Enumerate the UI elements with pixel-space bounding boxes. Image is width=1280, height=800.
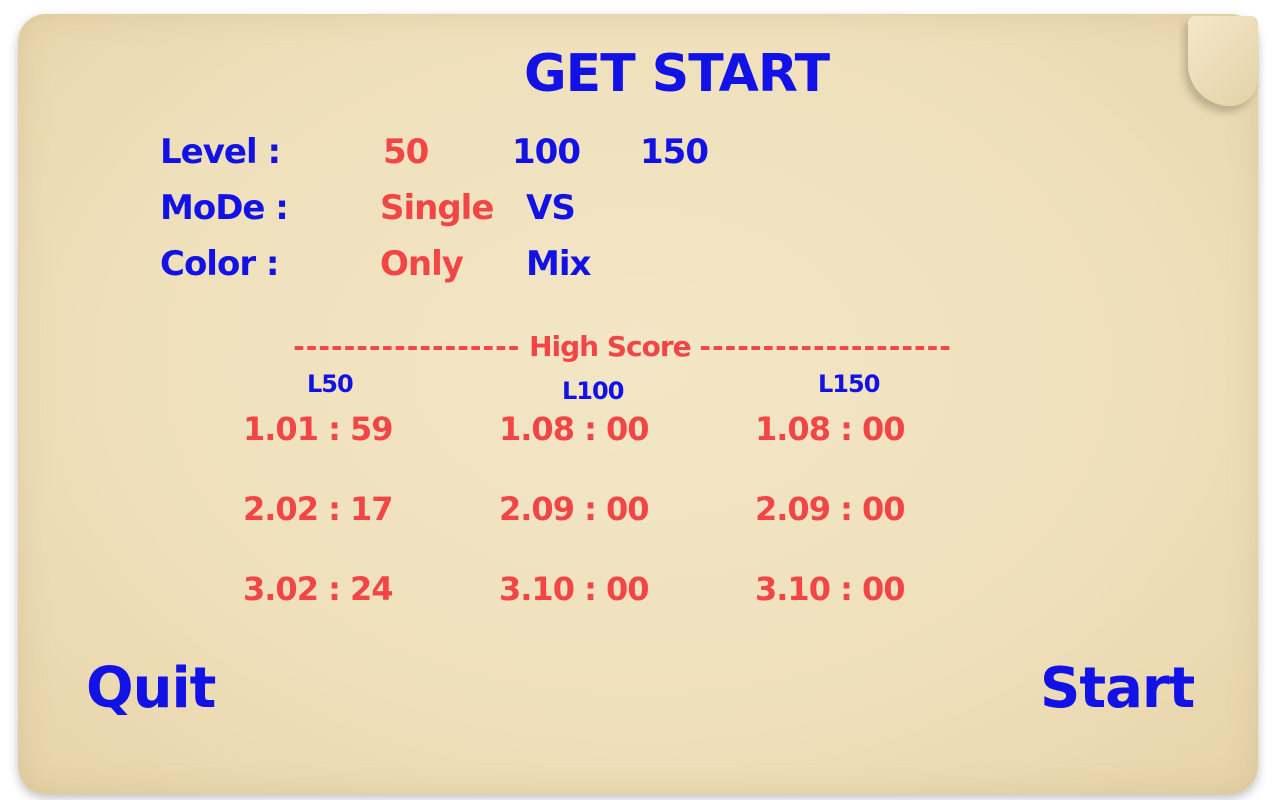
column-header-l100: L100: [562, 377, 624, 405]
score-l150-1: 1.08 : 00: [755, 410, 906, 448]
start-button[interactable]: Start: [1040, 656, 1195, 721]
high-score-label: High Score: [529, 330, 692, 363]
page-curl: [1188, 16, 1258, 106]
score-l50-1: 1.01 : 59: [243, 410, 394, 448]
score-l100-1: 1.08 : 00: [499, 410, 650, 448]
level-option-50[interactable]: 50: [383, 132, 429, 172]
quit-button[interactable]: Quit: [86, 656, 216, 721]
score-l100-3: 3.10 : 00: [499, 570, 650, 608]
paper-background: [18, 14, 1258, 794]
color-option-only[interactable]: Only: [380, 244, 464, 284]
score-l100-2: 2.09 : 00: [499, 490, 650, 528]
mode-label: MoDe :: [160, 188, 289, 228]
score-l50-3: 3.02 : 24: [243, 570, 394, 608]
score-l150-3: 3.10 : 00: [755, 570, 906, 608]
score-l50-2: 2.02 : 17: [243, 490, 394, 528]
color-label: Color :: [160, 244, 280, 284]
divider-dashes-left: ------------------: [293, 330, 521, 363]
high-score-divider: ------------------ High Score ----------…: [115, 330, 1130, 363]
mode-option-single[interactable]: Single: [380, 188, 494, 228]
level-label: Level :: [160, 132, 281, 172]
color-option-mix[interactable]: Mix: [526, 244, 591, 284]
divider-dashes-right: --------------------: [699, 330, 952, 363]
column-header-l150: L150: [818, 370, 880, 398]
level-option-100[interactable]: 100: [512, 132, 581, 172]
level-option-150[interactable]: 150: [640, 132, 709, 172]
page-title: GET START: [524, 44, 830, 104]
column-header-l50: L50: [307, 370, 354, 398]
score-l150-2: 2.09 : 00: [755, 490, 906, 528]
mode-option-vs[interactable]: VS: [526, 188, 576, 228]
